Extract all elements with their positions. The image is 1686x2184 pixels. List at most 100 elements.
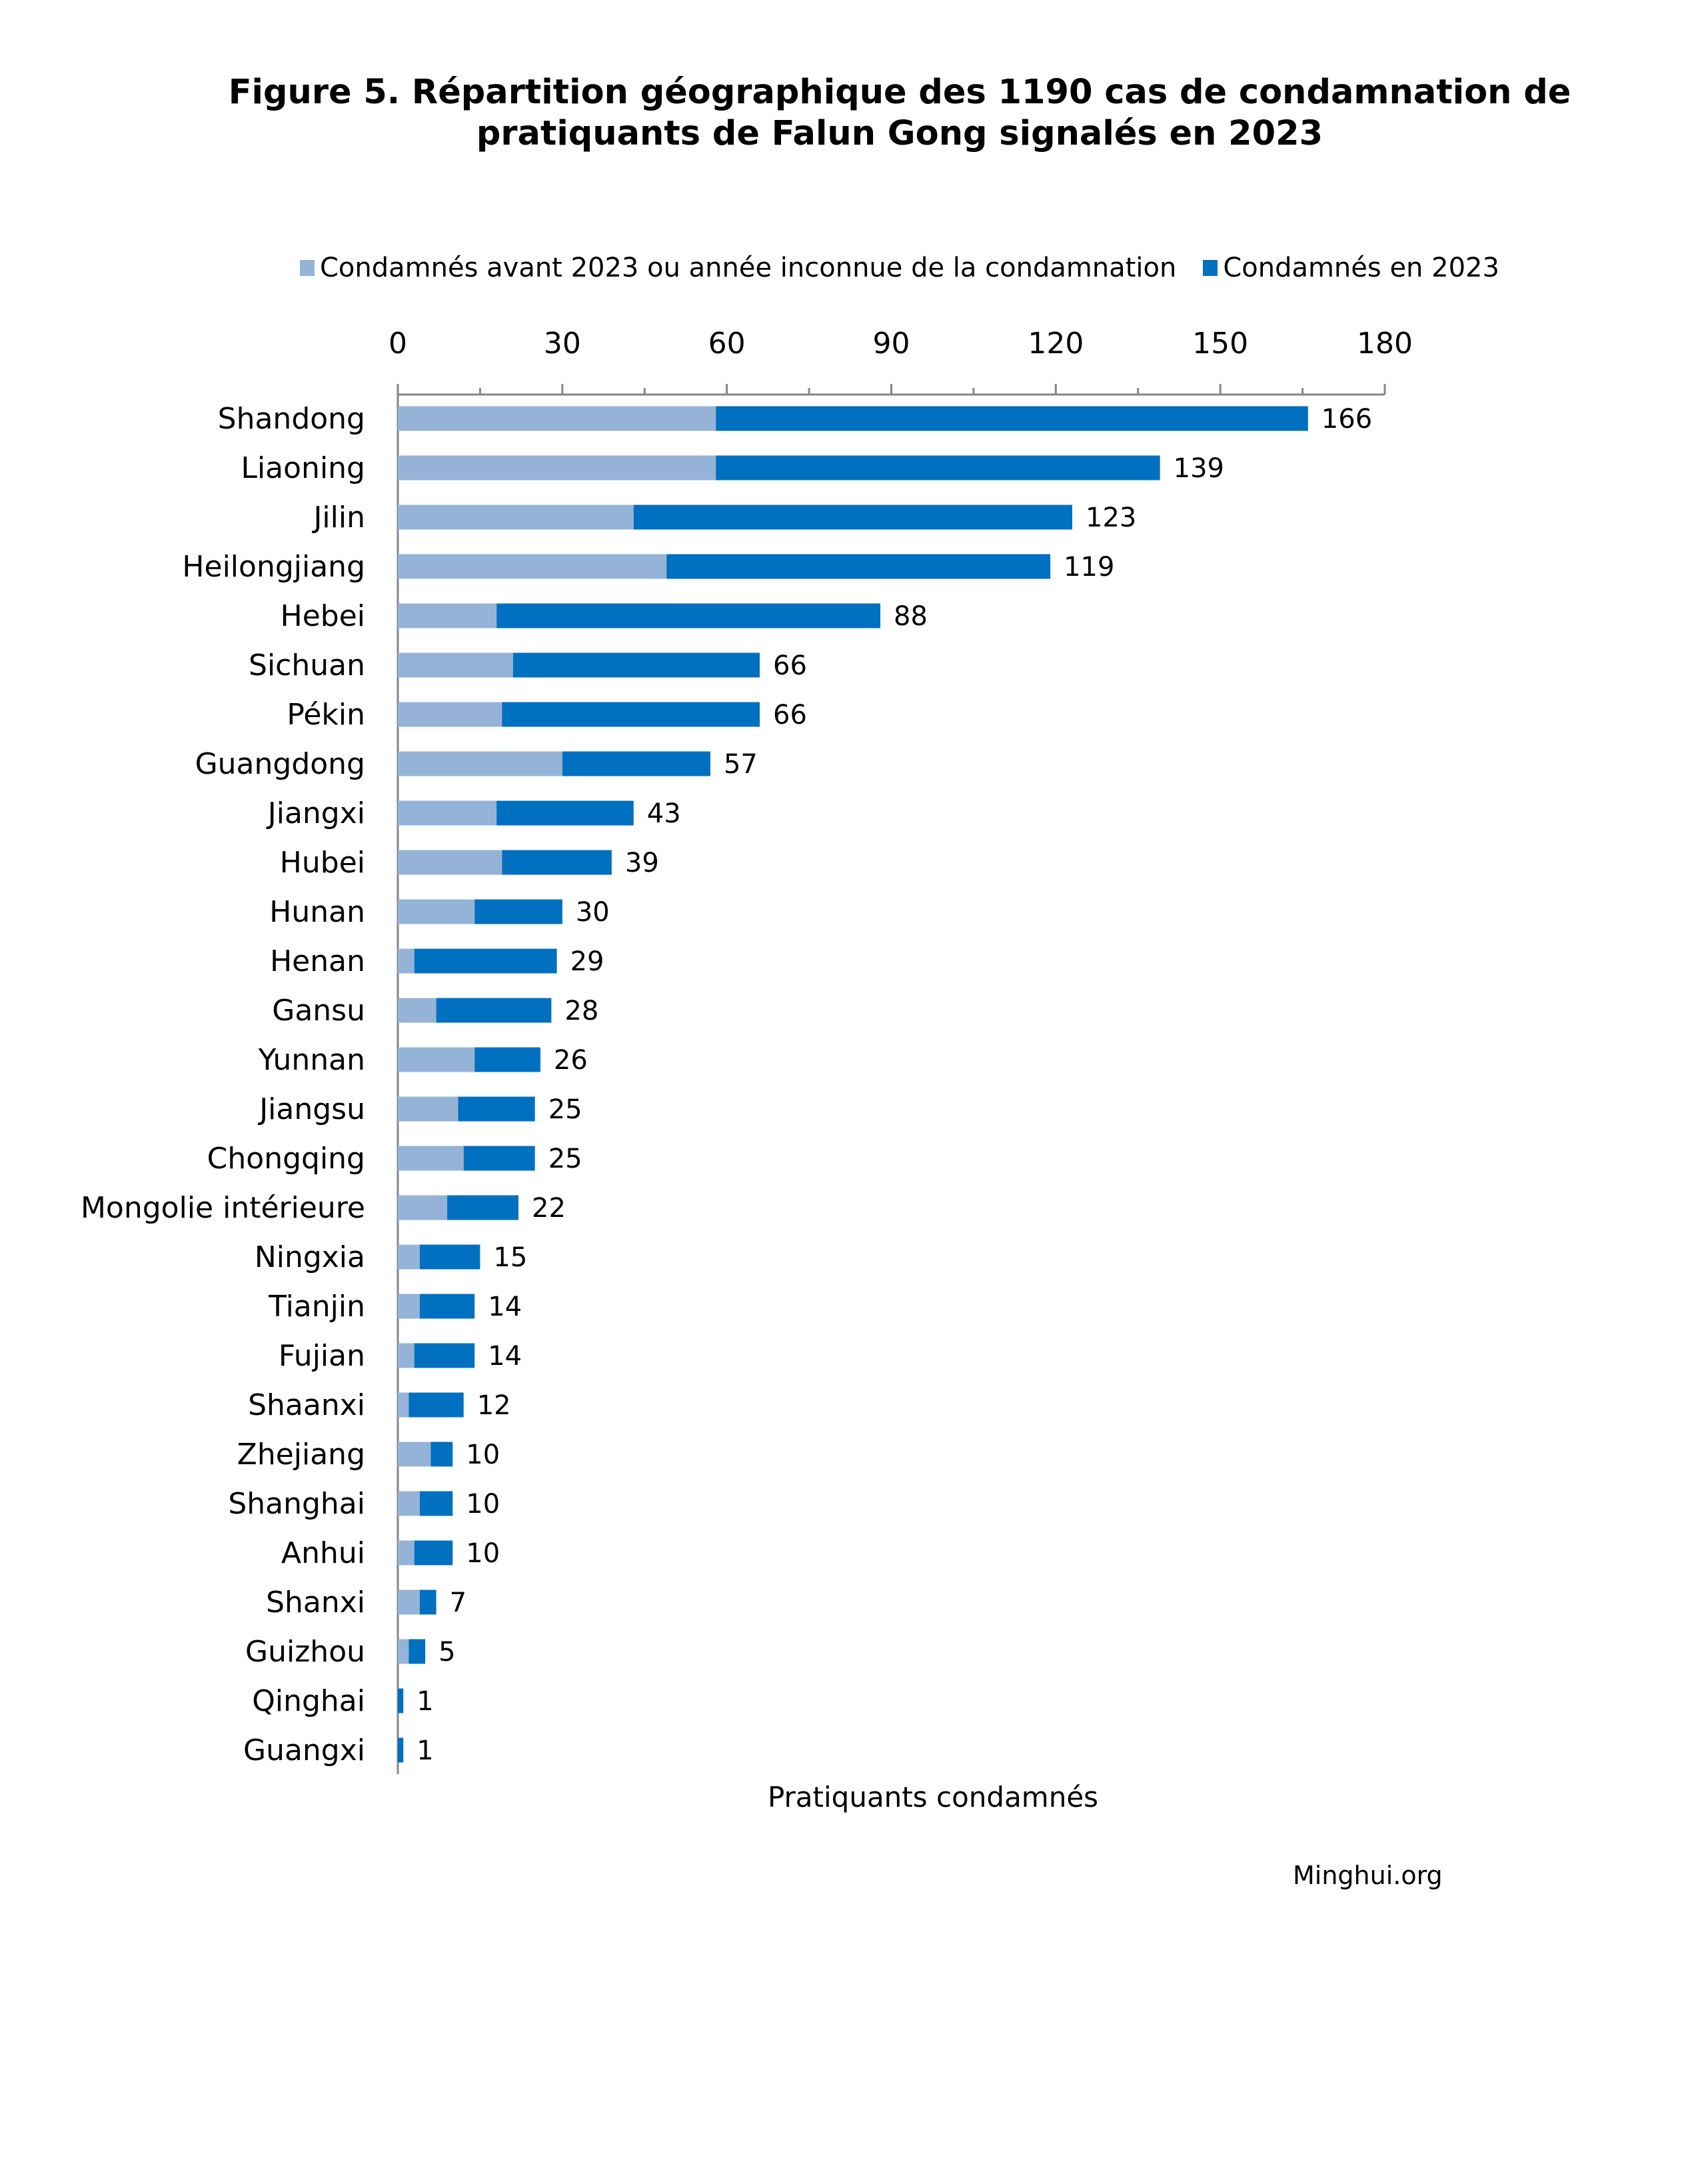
data-label-total: 12 bbox=[477, 1390, 511, 1421]
data-label-total: 66 bbox=[773, 700, 807, 730]
bar-in-2023 bbox=[716, 455, 1160, 481]
x-axis-title: Pratiquants condamnés bbox=[767, 1781, 1099, 1813]
bar-in-2023 bbox=[419, 1491, 453, 1516]
category-label: Jilin bbox=[311, 501, 365, 535]
data-label-total: 26 bbox=[554, 1045, 588, 1076]
chart-title: Figure 5. Répartition géographique des 1… bbox=[200, 72, 1599, 155]
x-tick-label: 30 bbox=[544, 327, 581, 361]
category-label: Tianjin bbox=[268, 1290, 365, 1324]
bar-before-2023 bbox=[398, 998, 436, 1023]
data-label-total: 123 bbox=[1086, 503, 1136, 533]
bar-in-2023 bbox=[398, 1688, 404, 1713]
chart-title-line-1: Figure 5. Répartition géographique des 1… bbox=[228, 73, 1571, 112]
category-label: Henan bbox=[270, 944, 365, 978]
bar-in-2023 bbox=[430, 1442, 453, 1467]
x-tick-label: 0 bbox=[389, 327, 407, 361]
bar-in-2023 bbox=[633, 505, 1073, 530]
bar-before-2023 bbox=[398, 850, 502, 875]
bar-before-2023 bbox=[398, 1491, 420, 1516]
bar-in-2023 bbox=[414, 948, 557, 974]
bar-in-2023 bbox=[414, 1343, 475, 1368]
data-label-total: 14 bbox=[488, 1341, 522, 1372]
bar-before-2023 bbox=[398, 800, 497, 826]
category-label: Shanghai bbox=[228, 1487, 365, 1521]
data-label-total: 30 bbox=[576, 897, 610, 928]
legend-item-2023: Condamnés en 2023 bbox=[1203, 253, 1499, 283]
bar-in-2023 bbox=[398, 1737, 404, 1763]
category-label: Chongqing bbox=[207, 1142, 365, 1176]
category-label: Liaoning bbox=[241, 451, 365, 485]
bar-in-2023 bbox=[447, 1195, 519, 1220]
bar-in-2023 bbox=[419, 1590, 436, 1615]
category-label: Pékin bbox=[287, 698, 365, 732]
bar-before-2023 bbox=[398, 899, 475, 924]
bar-before-2023 bbox=[398, 554, 667, 579]
data-label-total: 10 bbox=[466, 1440, 500, 1470]
category-label: Jiangxi bbox=[266, 796, 365, 830]
category-label: Yunnan bbox=[258, 1043, 365, 1077]
bar-before-2023 bbox=[398, 1343, 415, 1368]
category-label: Guangxi bbox=[243, 1733, 365, 1767]
bar-before-2023 bbox=[398, 1195, 448, 1220]
bar-in-2023 bbox=[474, 1047, 540, 1072]
x-tick-label: 180 bbox=[1357, 327, 1413, 361]
data-label-total: 14 bbox=[488, 1292, 522, 1322]
bar-before-2023 bbox=[398, 1540, 415, 1566]
category-label: Fujian bbox=[279, 1339, 365, 1373]
bar-before-2023 bbox=[398, 751, 562, 776]
bar-in-2023 bbox=[502, 702, 760, 727]
data-label-total: 43 bbox=[647, 798, 681, 829]
bar-before-2023 bbox=[398, 652, 513, 678]
bar-in-2023 bbox=[436, 998, 552, 1023]
data-label-total: 39 bbox=[625, 848, 659, 878]
category-label: Hubei bbox=[280, 846, 365, 880]
bar-before-2023 bbox=[398, 505, 634, 530]
bar-before-2023 bbox=[398, 702, 502, 727]
legend-swatch-before bbox=[300, 260, 315, 276]
legend-swatch-2023 bbox=[1203, 260, 1218, 276]
bar-before-2023 bbox=[398, 1590, 420, 1615]
category-label: Sichuan bbox=[249, 648, 365, 682]
x-tick-label: 90 bbox=[873, 327, 910, 361]
data-label-total: 66 bbox=[773, 650, 807, 681]
legend-item-before: Condamnés avant 2023 ou année inconnue d… bbox=[300, 253, 1176, 283]
category-label: Anhui bbox=[281, 1536, 365, 1570]
chart-title-line-2: pratiquants de Falun Gong signalés en 20… bbox=[476, 114, 1323, 153]
bar-in-2023 bbox=[463, 1146, 535, 1171]
data-label-total: 10 bbox=[466, 1489, 500, 1520]
bar-in-2023 bbox=[458, 1096, 535, 1122]
bar-before-2023 bbox=[398, 455, 716, 481]
legend: Condamnés avant 2023 ou année inconnue d… bbox=[300, 248, 1526, 288]
data-label-total: 7 bbox=[450, 1588, 466, 1618]
category-label: Mongolie intérieure bbox=[81, 1191, 365, 1225]
category-label: Shandong bbox=[218, 402, 365, 436]
legend-label-2023: Condamnés en 2023 bbox=[1223, 253, 1499, 283]
bar-before-2023 bbox=[398, 1294, 420, 1319]
data-label-total: 88 bbox=[894, 601, 928, 632]
bar-before-2023 bbox=[398, 603, 497, 628]
legend-label-before: Condamnés avant 2023 ou année inconnue d… bbox=[320, 253, 1177, 283]
category-label: Guangdong bbox=[195, 747, 365, 781]
category-label: Qinghai bbox=[252, 1684, 365, 1718]
category-label: Guizhou bbox=[245, 1635, 365, 1669]
bar-in-2023 bbox=[409, 1639, 426, 1664]
bar-before-2023 bbox=[398, 948, 415, 974]
bar-in-2023 bbox=[419, 1244, 480, 1270]
data-label-total: 25 bbox=[548, 1094, 582, 1125]
bar-before-2023 bbox=[398, 1047, 475, 1072]
data-label-total: 119 bbox=[1064, 552, 1114, 582]
bar-before-2023 bbox=[398, 406, 716, 431]
category-label: Jiangsu bbox=[257, 1092, 365, 1126]
category-label: Ningxia bbox=[255, 1240, 365, 1274]
bar-before-2023 bbox=[398, 1096, 458, 1122]
data-label-total: 28 bbox=[564, 996, 598, 1026]
x-tick-label: 150 bbox=[1192, 327, 1248, 361]
bar-in-2023 bbox=[414, 1540, 453, 1566]
data-label-total: 5 bbox=[438, 1637, 455, 1667]
bar-in-2023 bbox=[512, 652, 760, 678]
source-credit: Minghui.org bbox=[1293, 1861, 1443, 1890]
bar-before-2023 bbox=[398, 1442, 431, 1467]
bar-before-2023 bbox=[398, 1146, 464, 1171]
bar-in-2023 bbox=[474, 899, 562, 924]
bar-in-2023 bbox=[502, 850, 612, 875]
